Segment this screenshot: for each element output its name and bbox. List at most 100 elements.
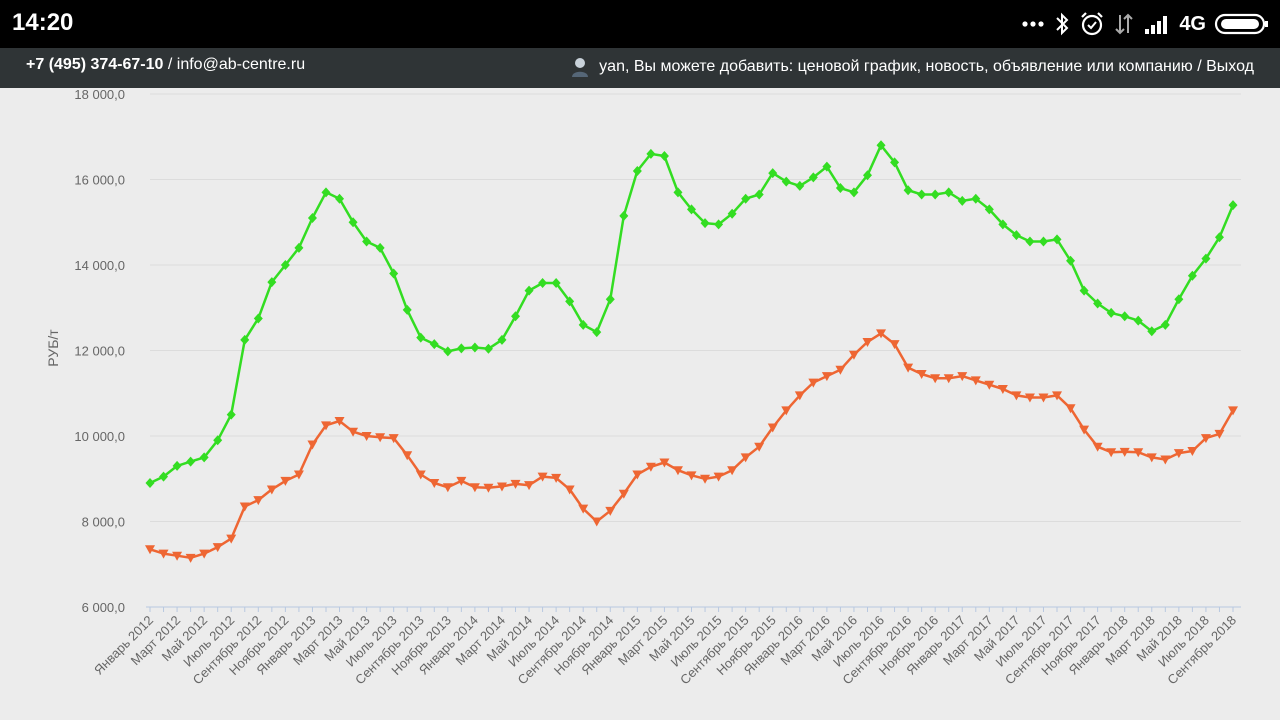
price-chart: 6 000,0 8 000,0 10 000,0 12 000,0 14 000,0 16… xyxy=(0,88,1280,720)
data-point xyxy=(293,470,304,480)
data-point xyxy=(320,421,331,431)
grid-lines xyxy=(150,93,1241,608)
data-point xyxy=(957,372,968,382)
data-point xyxy=(524,481,535,491)
data-point xyxy=(524,285,534,296)
data-point xyxy=(294,242,304,253)
data-point xyxy=(483,483,494,493)
data-point xyxy=(1214,232,1224,243)
data-point xyxy=(172,460,182,471)
series-group xyxy=(145,140,1238,563)
data-point xyxy=(375,433,386,443)
data-point xyxy=(619,210,629,221)
data-point xyxy=(172,551,183,561)
data-point xyxy=(253,496,264,506)
data-point xyxy=(348,217,358,228)
data-point xyxy=(1106,307,1116,318)
data-point xyxy=(537,472,548,482)
data-point xyxy=(416,332,426,343)
data-point xyxy=(456,476,467,486)
y-tick-label: 18 000,0 xyxy=(74,88,125,102)
data-point xyxy=(645,462,656,472)
data-point xyxy=(605,294,615,305)
data-point xyxy=(754,189,764,200)
data-point xyxy=(564,485,575,495)
avatar-icon[interactable] xyxy=(569,56,591,78)
email-link[interactable]: info@ab-centre.ru xyxy=(176,56,306,73)
data-point xyxy=(145,545,155,555)
data-point xyxy=(835,365,846,375)
data-point xyxy=(997,384,1008,394)
data-point xyxy=(754,442,765,452)
contact-info: +7 (495) 374-67-10 / info@ab-centre.ru xyxy=(26,56,305,74)
bluetooth-icon xyxy=(1053,12,1071,36)
y-tick-label: 8 000,0 xyxy=(82,515,125,530)
data-point xyxy=(267,277,277,288)
data-point xyxy=(889,340,900,350)
phone-link[interactable]: +7 (495) 374-67-10 xyxy=(26,56,164,73)
data-point xyxy=(822,161,832,172)
data-point xyxy=(1079,425,1090,435)
data-point xyxy=(1052,391,1063,401)
data-point xyxy=(307,212,317,223)
data-point xyxy=(795,180,805,191)
data-point xyxy=(185,553,196,563)
data-point xyxy=(632,470,643,480)
data-point xyxy=(1146,453,1157,463)
data-point xyxy=(199,452,209,463)
data-point xyxy=(646,148,656,159)
y-tick-label: 10 000,0 xyxy=(74,429,125,444)
data-point xyxy=(767,423,778,433)
data-point xyxy=(794,391,805,401)
data-point xyxy=(673,187,683,198)
data-point xyxy=(930,374,941,384)
y-tick-label: 12 000,0 xyxy=(74,344,125,359)
data-point xyxy=(212,543,223,553)
data-point xyxy=(1038,236,1048,247)
data-point xyxy=(1174,294,1184,305)
data-point xyxy=(700,218,710,229)
data-point xyxy=(1065,404,1076,414)
data-point xyxy=(375,242,385,253)
data-point xyxy=(943,374,954,384)
data-point xyxy=(821,372,832,382)
data-point xyxy=(849,187,859,198)
data-point xyxy=(578,319,588,330)
data-point xyxy=(1200,434,1211,444)
data-point xyxy=(280,476,291,486)
data-point xyxy=(741,193,751,204)
data-point xyxy=(1025,236,1035,247)
data-arrows-icon xyxy=(1113,12,1135,36)
data-point xyxy=(970,376,981,386)
data-point xyxy=(1160,319,1170,330)
data-point xyxy=(808,172,818,183)
data-point xyxy=(1201,253,1211,264)
data-point xyxy=(388,434,399,444)
data-point xyxy=(686,471,697,481)
user-actions-text[interactable]: yan, Вы можете добавить: ценовой график,… xyxy=(599,58,1254,75)
data-point xyxy=(253,313,263,324)
data-point xyxy=(1038,393,1049,403)
data-point xyxy=(307,440,318,450)
data-point xyxy=(835,183,845,194)
data-point xyxy=(944,187,954,198)
data-point xyxy=(402,451,413,461)
data-point xyxy=(808,378,819,388)
data-point xyxy=(1066,255,1076,266)
data-point xyxy=(402,304,412,315)
data-point xyxy=(714,219,724,230)
network-type: 4G xyxy=(1179,12,1206,35)
data-point xyxy=(605,506,616,516)
data-point xyxy=(917,189,927,200)
y-tick-label: 6 000,0 xyxy=(82,600,125,615)
data-point xyxy=(1187,270,1197,281)
data-point xyxy=(362,236,372,247)
data-point xyxy=(781,406,792,416)
data-point xyxy=(930,189,940,200)
data-point xyxy=(240,334,250,345)
data-point xyxy=(740,453,751,463)
data-point xyxy=(159,471,169,482)
data-point xyxy=(876,329,887,339)
data-point xyxy=(862,337,873,347)
